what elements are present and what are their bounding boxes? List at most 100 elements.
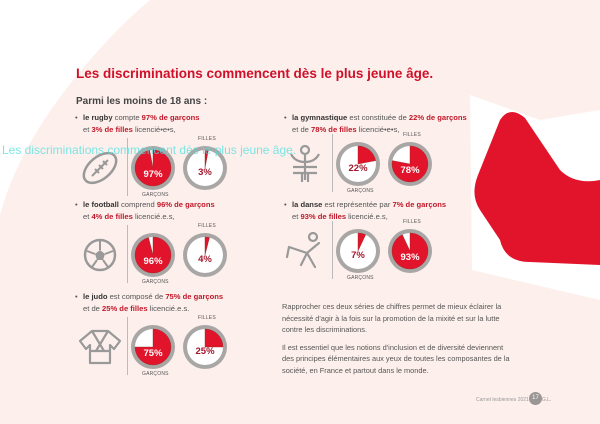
divider-line bbox=[127, 317, 128, 375]
text: est représentée par bbox=[322, 200, 393, 209]
page-title: Les discriminations commencent dès le pl… bbox=[76, 66, 434, 81]
donut-boys-judo: 75% bbox=[131, 325, 175, 369]
donut-boys-football: 96% bbox=[131, 233, 175, 277]
boys-label: GARÇONS bbox=[142, 279, 169, 285]
text: et de bbox=[292, 125, 311, 134]
boys-label: GARÇONS bbox=[142, 371, 169, 377]
section-subtitle: Parmi les moins de 18 ans : bbox=[76, 96, 208, 107]
donut-sector bbox=[357, 232, 366, 252]
boys-label: GARÇONS bbox=[347, 188, 374, 194]
sport-text-danse: • la danse est représentée par 7% de gar… bbox=[284, 199, 447, 223]
sport-name: la gymnastique bbox=[292, 113, 348, 122]
donut-girls-danse: 93% bbox=[388, 229, 432, 273]
bullet: • bbox=[284, 200, 287, 209]
text: et bbox=[83, 212, 92, 221]
soccer-ball-icon bbox=[83, 238, 117, 272]
boys-percent-text: 22% de garçons bbox=[408, 113, 467, 122]
text: licencié.e.s. bbox=[147, 304, 190, 313]
dancer-icon bbox=[285, 231, 321, 269]
overlay-ghost-text: Les discriminations commencent dès le pl… bbox=[2, 143, 297, 157]
donut-value-label: 22% bbox=[348, 163, 368, 174]
bullet: • bbox=[75, 113, 78, 122]
divider-line bbox=[332, 134, 333, 192]
sport-text-rugby: • le rugby compte 97% de garçons et 3% d… bbox=[75, 112, 200, 136]
sport-text-gymnastique: • la gymnastique est constituée de 22% d… bbox=[284, 112, 467, 136]
text: est composé de bbox=[107, 292, 166, 301]
donut-boys-rugby: 97% bbox=[131, 146, 175, 190]
text: et de bbox=[83, 304, 102, 313]
donut-sector bbox=[134, 149, 172, 187]
donut-girls-rugby: 3% bbox=[183, 146, 227, 190]
donut-value-label: 78% bbox=[400, 165, 420, 176]
text: comprend bbox=[118, 200, 157, 209]
donut-value-label: 75% bbox=[143, 348, 163, 359]
boys-percent-text: 96% de garçons bbox=[156, 200, 215, 209]
donut-value-label: 4% bbox=[198, 254, 212, 265]
donut-value-label: 96% bbox=[143, 256, 163, 267]
gymnast-icon bbox=[290, 144, 320, 182]
donut-boys-danse: 7% bbox=[336, 229, 380, 273]
text: licencié•e•s, bbox=[132, 125, 176, 134]
text: licencié.e.s, bbox=[132, 212, 175, 221]
girls-percent-text: 3% de filles bbox=[91, 125, 133, 134]
donut-boys-gymnastique: 22% bbox=[336, 142, 380, 186]
bullet: • bbox=[75, 200, 78, 209]
bullet: • bbox=[284, 113, 287, 122]
donut-value-label: 25% bbox=[195, 346, 215, 357]
girls-label: FILLES bbox=[403, 219, 421, 225]
text: et bbox=[292, 212, 301, 221]
sport-text-judo: • le judo est composé de 75% de garçons … bbox=[75, 291, 224, 315]
text: licencié.e.s, bbox=[346, 212, 388, 221]
girls-label: FILLES bbox=[198, 315, 216, 321]
boys-percent-text: 7% de garçons bbox=[392, 200, 447, 209]
boys-percent-text: 97% de garçons bbox=[141, 113, 200, 122]
girls-percent-text: 78% de filles bbox=[311, 125, 357, 134]
sport-name: le rugby bbox=[83, 113, 113, 122]
donut-sector bbox=[391, 232, 429, 270]
footer-text: Carnet lesbiennes 2021 - F.S.G.L. bbox=[476, 397, 552, 403]
text: est constituée de bbox=[347, 113, 409, 122]
donut-sector bbox=[134, 236, 172, 274]
donut-sector bbox=[204, 149, 209, 169]
paragraph: Rapprocher ces deux séries de chiffres p… bbox=[282, 302, 502, 334]
girls-label: FILLES bbox=[403, 132, 421, 138]
donut-sector bbox=[204, 328, 224, 348]
red-decorative-shape bbox=[474, 111, 600, 265]
girls-label: FILLES bbox=[198, 223, 216, 229]
divider-line bbox=[332, 221, 333, 279]
bullet: • bbox=[75, 292, 78, 301]
donut-value-label: 7% bbox=[351, 250, 365, 261]
text: et bbox=[83, 125, 92, 134]
boys-label: GARÇONS bbox=[347, 275, 374, 281]
donut-girls-gymnastique: 78% bbox=[388, 142, 432, 186]
donut-girls-judo: 25% bbox=[183, 325, 227, 369]
sport-name: le football bbox=[83, 200, 119, 209]
text: licencié•e•s, bbox=[356, 125, 400, 134]
sport-name: le judo bbox=[83, 292, 108, 301]
text: compte bbox=[112, 113, 142, 122]
donut-value-label: 3% bbox=[198, 167, 212, 178]
donut-sector bbox=[357, 145, 376, 165]
judo-kimono-icon bbox=[78, 329, 122, 365]
girls-label: FILLES bbox=[198, 136, 216, 142]
rugby-ball-icon bbox=[82, 151, 118, 185]
donut-sector bbox=[391, 145, 429, 183]
donut-value-label: 97% bbox=[143, 169, 163, 180]
sport-name: la danse bbox=[292, 200, 323, 209]
divider-line bbox=[127, 225, 128, 283]
paragraph: Il est essentiel que les notions d'inclu… bbox=[282, 342, 510, 375]
girls-percent-text: 93% de filles bbox=[300, 212, 347, 221]
boys-label: GARÇONS bbox=[142, 192, 169, 198]
page-number: 17 bbox=[529, 392, 542, 405]
girls-percent-text: 4% de filles bbox=[91, 212, 133, 221]
donut-value-label: 93% bbox=[400, 252, 420, 263]
donut-sector bbox=[134, 328, 172, 366]
conclusion-text: Rapprocher ces deux séries de chiffres p… bbox=[282, 301, 512, 382]
donut-girls-football: 4% bbox=[183, 233, 227, 277]
divider-line bbox=[127, 138, 128, 196]
boys-percent-text: 75% de garçons bbox=[165, 292, 224, 301]
donut-sector bbox=[204, 236, 210, 256]
girls-percent-text: 25% de filles bbox=[102, 304, 148, 313]
